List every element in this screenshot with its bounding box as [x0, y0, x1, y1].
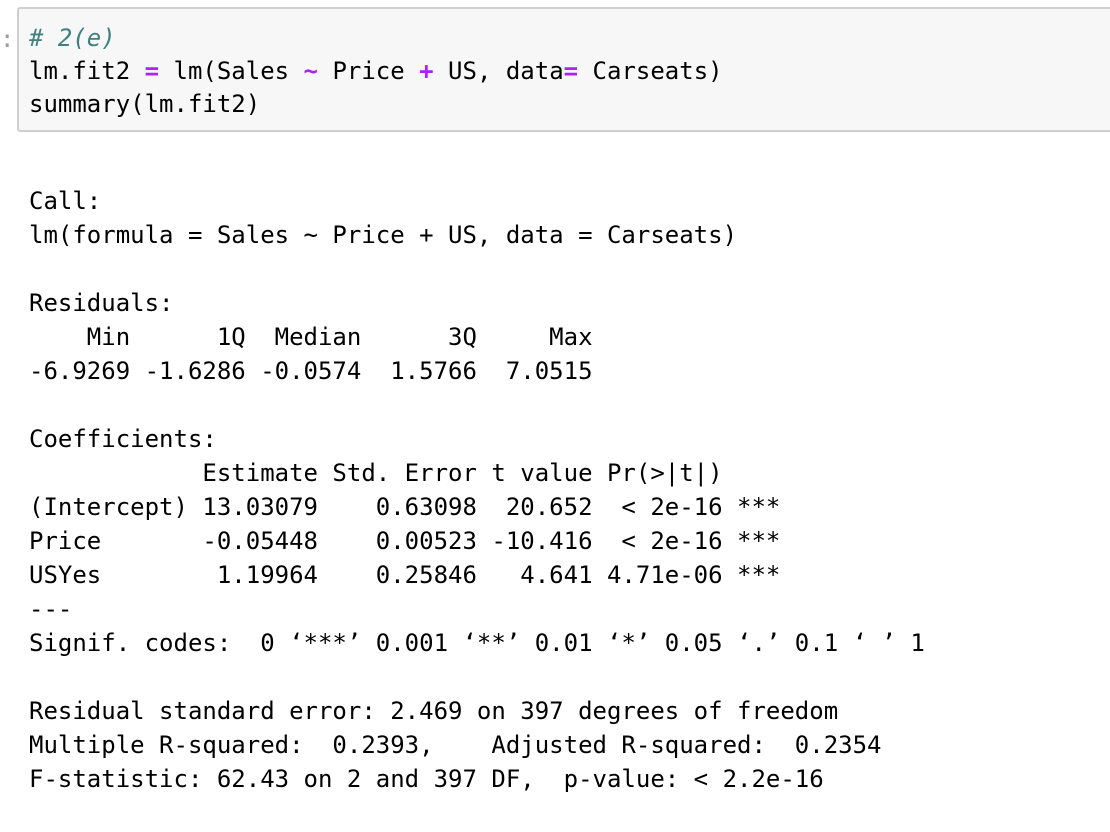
code-operator: = — [563, 57, 579, 85]
output-residuals-header: Residuals: — [29, 289, 174, 317]
output-coef-row-intercept: (Intercept) 13.03079 0.63098 20.652 < 2e… — [29, 493, 781, 521]
code-operator: ~ — [303, 57, 318, 85]
output-signif-codes: Signif. codes: 0 ‘***’ 0.001 ‘**’ 0.01 ‘… — [29, 629, 925, 657]
output-f-statistic: F-statistic: 62.43 on 2 and 397 DF, p-va… — [29, 765, 824, 793]
code-token: Price — [318, 57, 420, 85]
code-operator: + — [419, 57, 434, 85]
output-residuals-values: -6.9269 -1.6286 -0.0574 1.5766 7.0515 — [29, 357, 607, 385]
output-call-formula: lm(formula = Sales ~ Price + US, data = … — [29, 221, 738, 249]
code-line-summary: summary(lm.fit2) — [29, 90, 261, 118]
code-line-model-fit: lm.fit2 = lm(Sales ~ Price + US, data= C… — [29, 54, 723, 88]
code-token: Carseats) — [578, 57, 723, 85]
output-coef-row-usyes: USYes 1.19964 0.25846 4.641 4.71e-06 *** — [29, 561, 781, 589]
code-token: lm.fit2 — [29, 57, 145, 85]
output-separator: --- — [29, 595, 73, 623]
output-residuals-labels: Min 1Q Median 3Q Max — [29, 323, 607, 351]
output-residual-std-error: Residual standard error: 2.469 on 397 de… — [29, 697, 839, 725]
code-input-cell[interactable] — [17, 7, 1110, 132]
output-call-header: Call: — [29, 187, 102, 215]
code-line-comment: # 2(e) — [29, 21, 116, 55]
code-operator: = — [144, 57, 160, 85]
output-coefficients-header: Coefficients: — [29, 425, 217, 453]
code-comment: # 2(e) — [29, 24, 116, 52]
cell-prompt-marker: : — [0, 25, 15, 53]
output-coef-row-price: Price -0.05448 0.00523 -10.416 < 2e-16 *… — [29, 527, 781, 555]
code-token: US, data — [433, 57, 564, 85]
output-r-squared: Multiple R-squared: 0.2393, Adjusted R-s… — [29, 731, 896, 759]
output-coef-column-header: Estimate Std. Error t value Pr(>|t|) — [29, 459, 781, 487]
code-token: lm(Sales — [159, 57, 304, 85]
